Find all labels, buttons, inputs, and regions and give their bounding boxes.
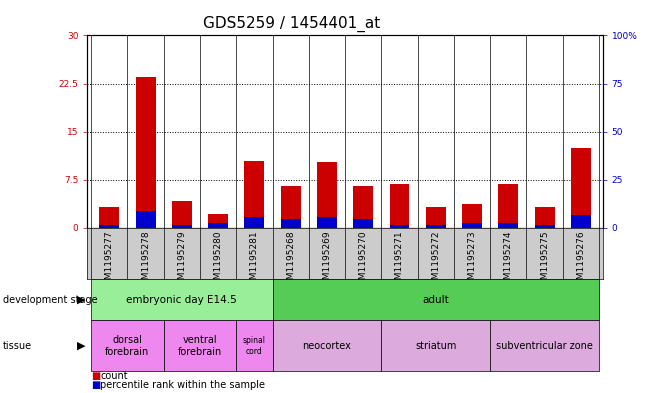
Text: GSM1195270: GSM1195270: [359, 230, 367, 291]
Text: count: count: [100, 371, 128, 381]
Bar: [99, 225, 119, 228]
Bar: [237, 320, 273, 371]
Bar: [462, 204, 482, 228]
Text: ▶: ▶: [76, 295, 86, 305]
Bar: [208, 223, 228, 228]
Text: striatum: striatum: [415, 341, 456, 351]
Text: GSM1195273: GSM1195273: [468, 230, 476, 291]
Text: neocortex: neocortex: [303, 341, 351, 351]
Bar: [244, 160, 264, 228]
Text: ■: ■: [91, 371, 100, 381]
Bar: [317, 217, 337, 228]
Bar: [426, 208, 446, 228]
Bar: [91, 320, 164, 371]
Bar: [389, 184, 410, 228]
Text: tissue: tissue: [3, 341, 32, 351]
Text: GSM1195281: GSM1195281: [250, 230, 259, 291]
Text: adult: adult: [422, 295, 449, 305]
Bar: [389, 225, 410, 228]
Text: GSM1195279: GSM1195279: [178, 230, 187, 291]
Text: GDS5259 / 1454401_at: GDS5259 / 1454401_at: [203, 16, 380, 32]
Text: ▶: ▶: [76, 341, 86, 351]
Bar: [535, 208, 555, 228]
Bar: [135, 77, 156, 228]
Bar: [498, 184, 518, 228]
Bar: [273, 279, 599, 320]
Bar: [91, 279, 273, 320]
Text: GSM1195278: GSM1195278: [141, 230, 150, 291]
Bar: [281, 219, 301, 228]
Bar: [381, 320, 490, 371]
Text: subventricular zone: subventricular zone: [496, 341, 593, 351]
Text: development stage: development stage: [3, 295, 98, 305]
Bar: [172, 225, 192, 228]
Bar: [281, 186, 301, 228]
Text: GSM1195274: GSM1195274: [503, 230, 513, 291]
Text: GSM1195275: GSM1195275: [540, 230, 549, 291]
Bar: [172, 201, 192, 228]
Bar: [353, 219, 373, 228]
Text: GSM1195277: GSM1195277: [105, 230, 114, 291]
Text: spinal
cord: spinal cord: [243, 336, 266, 356]
Bar: [244, 217, 264, 228]
Text: GSM1195272: GSM1195272: [432, 230, 440, 291]
Bar: [426, 225, 446, 228]
Bar: [99, 208, 119, 228]
Text: GSM1195280: GSM1195280: [214, 230, 222, 291]
Text: dorsal
forebrain: dorsal forebrain: [105, 335, 150, 356]
Bar: [462, 223, 482, 228]
Text: GSM1195271: GSM1195271: [395, 230, 404, 291]
Bar: [571, 215, 591, 228]
Bar: [273, 320, 381, 371]
Text: GSM1195269: GSM1195269: [323, 230, 331, 291]
Bar: [208, 214, 228, 228]
Bar: [135, 211, 156, 228]
Text: ■: ■: [91, 380, 100, 390]
Bar: [317, 162, 337, 228]
Bar: [498, 223, 518, 228]
Bar: [535, 225, 555, 228]
Text: percentile rank within the sample: percentile rank within the sample: [100, 380, 266, 390]
Bar: [353, 186, 373, 228]
Bar: [490, 320, 599, 371]
Text: embryonic day E14.5: embryonic day E14.5: [126, 295, 237, 305]
Bar: [164, 320, 237, 371]
Text: ventral
forebrain: ventral forebrain: [178, 335, 222, 356]
Text: GSM1195268: GSM1195268: [286, 230, 295, 291]
Text: GSM1195276: GSM1195276: [576, 230, 585, 291]
Bar: [571, 148, 591, 228]
